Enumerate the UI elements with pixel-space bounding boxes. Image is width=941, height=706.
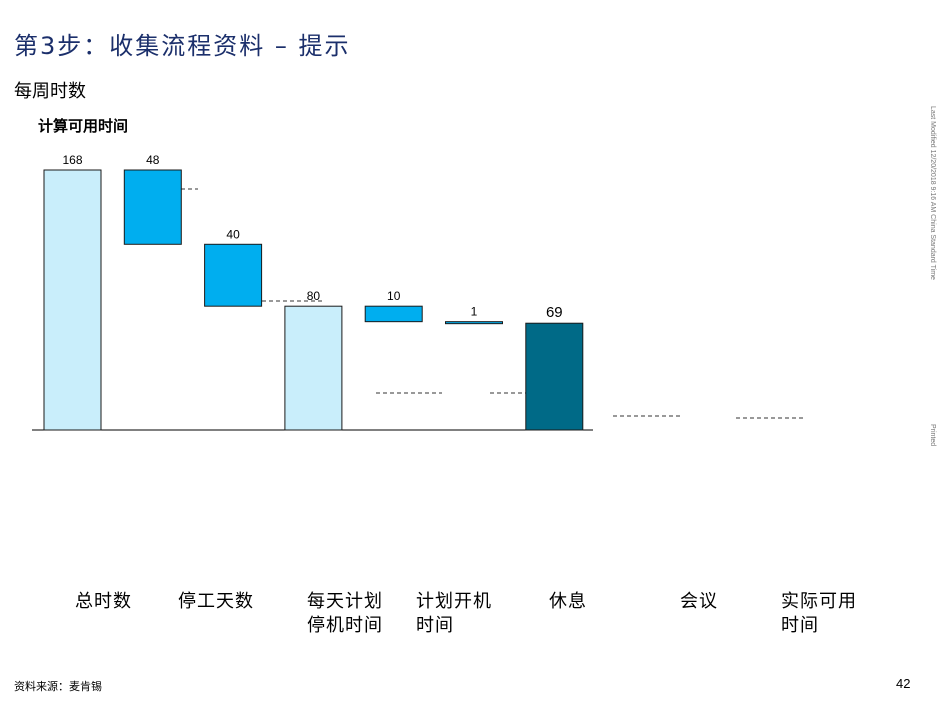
data-label-3: 80 — [307, 289, 321, 303]
data-label-5: 1 — [471, 305, 478, 319]
data-label-6: 69 — [546, 304, 563, 321]
data-label-0: 168 — [62, 153, 82, 167]
bar-1 — [123, 169, 182, 245]
data-label-2: 40 — [226, 227, 240, 241]
page-number: 42 — [896, 676, 911, 691]
bar-2 — [204, 243, 263, 307]
bar-4 — [364, 305, 423, 323]
bar-5 — [445, 321, 503, 325]
bar-6 — [525, 322, 584, 431]
category-label-total-hours: 总时数 — [75, 591, 132, 612]
category-label-meeting: 会议 — [680, 591, 718, 612]
bar-0 — [43, 169, 102, 431]
source-note: 资料来源：麦肯锡 — [14, 680, 102, 693]
chart-title: 计算可用时间 — [38, 117, 129, 135]
page-title: 第3步：收集流程资料 – 提示 — [14, 32, 351, 60]
bar-3 — [284, 305, 343, 431]
category-label-planned-uptime: 计划开机时间 — [416, 591, 492, 636]
page-subtitle: 每周时数 — [14, 81, 86, 102]
category-label-break: 休息 — [549, 591, 587, 612]
printed-note: Printed — [929, 424, 936, 447]
last-modified-note: Last Modified 12/20/2018 9:16 AM China S… — [929, 106, 936, 280]
category-label-planned-downtime: 每天计划停机时间 — [307, 591, 383, 636]
data-label-1: 48 — [146, 153, 160, 167]
data-label-4: 10 — [387, 289, 401, 303]
category-label-shutdown-days: 停工天数 — [178, 591, 254, 612]
category-label-actual-available: 实际可用时间 — [781, 591, 857, 636]
